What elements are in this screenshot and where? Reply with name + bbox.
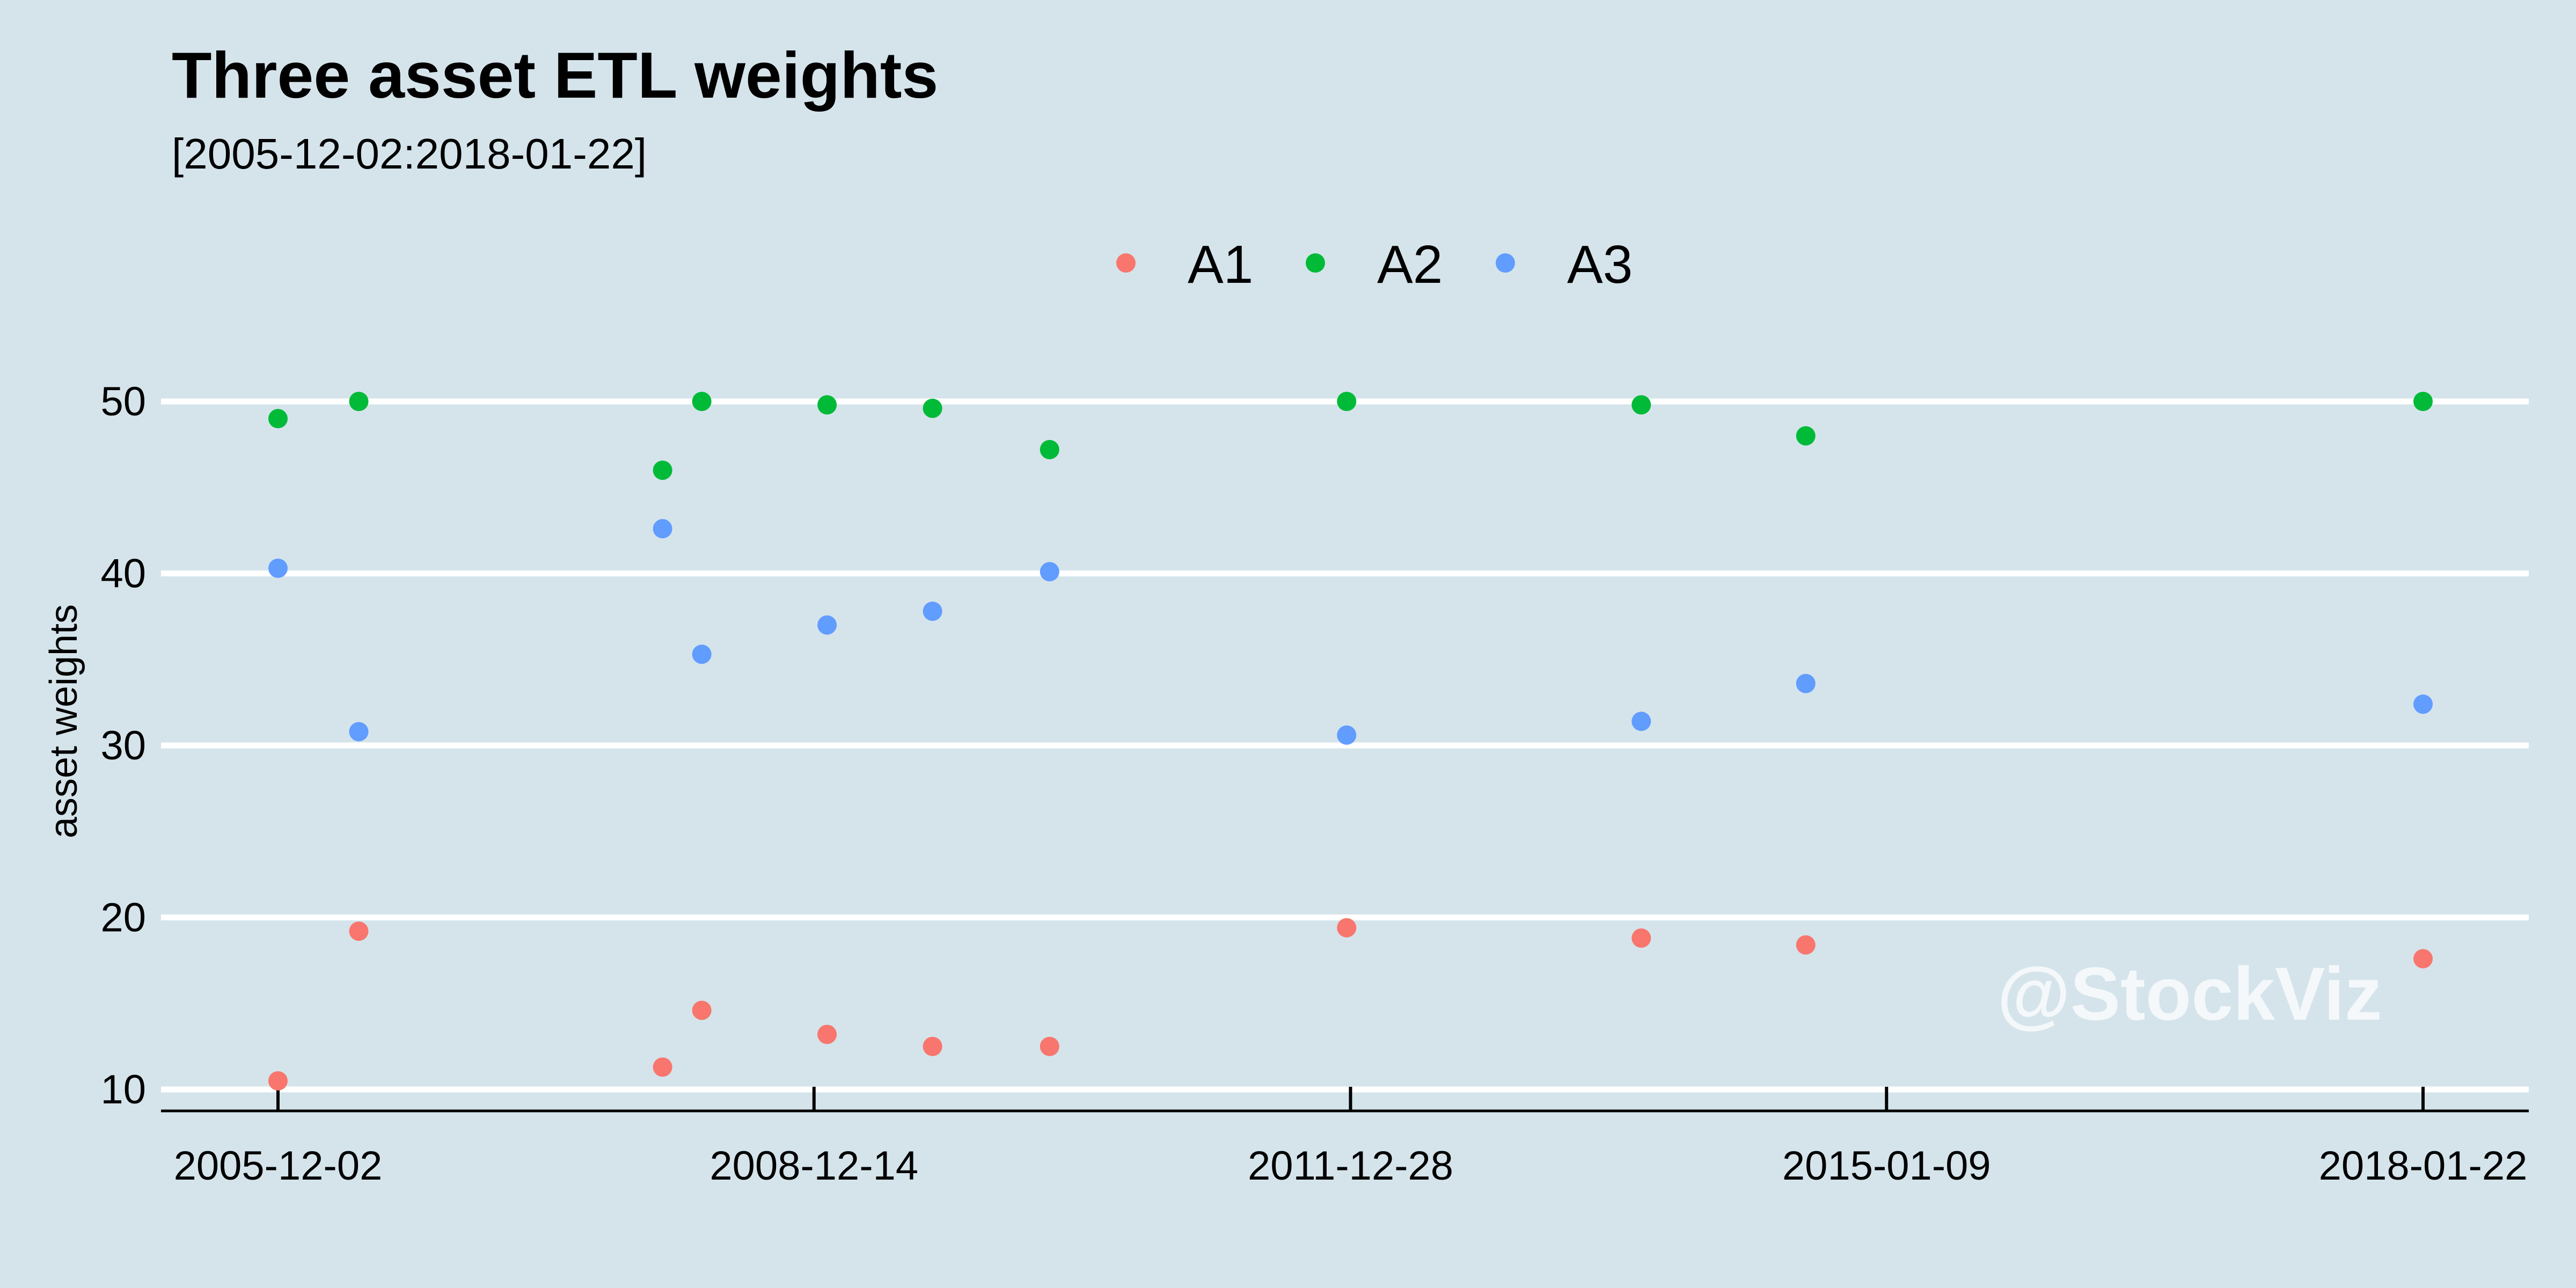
legend-item-a2: A2 [1306, 235, 1443, 295]
legend-item-a1: A1 [1116, 235, 1253, 295]
data-points [268, 392, 2433, 1091]
x-tick-label: 2008-12-14 [709, 1143, 918, 1189]
y-axis-title: asset weights [42, 604, 85, 838]
data-point-a3 [817, 615, 837, 635]
data-point-a1 [692, 1000, 712, 1020]
data-point-a3 [268, 558, 288, 578]
data-point-a2 [923, 398, 942, 418]
data-point-a3 [692, 645, 712, 664]
data-point-a2 [268, 409, 288, 429]
data-point-a1 [817, 1024, 837, 1044]
y-tick-label: 10 [100, 1067, 146, 1113]
y-tick-label: 40 [100, 551, 146, 597]
data-point-a2 [692, 392, 712, 411]
data-point-a3 [2413, 694, 2433, 714]
data-point-a3 [653, 519, 672, 539]
data-point-a2 [817, 395, 837, 415]
axes: 10 20 30 40 50 2005-12-02 2008-12-14 2011-12-28… [100, 379, 2529, 1189]
data-point-a1 [653, 1057, 672, 1077]
data-point-a1 [923, 1036, 942, 1056]
x-tick-label: 2005-12-02 [174, 1143, 383, 1189]
legend: A1 A2 A3 [1116, 235, 1633, 295]
data-point-a2 [1796, 426, 1816, 446]
data-point-a1 [349, 921, 369, 941]
data-point-a2 [1040, 440, 1059, 459]
legend-label: A3 [1567, 235, 1633, 295]
data-point-a2 [349, 392, 369, 411]
legend-marker [1116, 253, 1136, 273]
x-tick-label: 2015-01-09 [1782, 1143, 1991, 1189]
legend-label: A1 [1188, 235, 1253, 295]
legend-marker [1306, 253, 1325, 273]
data-point-a3 [349, 722, 369, 742]
watermark: @StockViz [1997, 952, 2382, 1036]
legend-label: A2 [1377, 235, 1443, 295]
y-tick-label: 20 [100, 895, 146, 941]
legend-item-a3: A3 [1496, 235, 1633, 295]
chart-subtitle: [2005-12-02:2018-01-22] [172, 130, 647, 178]
data-point-a3 [1796, 674, 1816, 693]
data-point-a2 [2413, 392, 2433, 411]
data-point-a2 [1337, 392, 1357, 411]
y-tick-label: 50 [100, 379, 146, 425]
data-point-a1 [1631, 928, 1651, 948]
data-point-a2 [653, 460, 672, 480]
data-point-a3 [1337, 725, 1357, 745]
x-tick-label: 2018-01-22 [2319, 1143, 2528, 1189]
data-point-a3 [1631, 712, 1651, 731]
data-point-a3 [923, 602, 942, 621]
y-tick-label: 30 [100, 723, 146, 769]
x-tick-label: 2011-12-28 [1248, 1143, 1453, 1189]
chart-title: Three asset ETL weights [172, 39, 938, 112]
legend-marker [1496, 253, 1515, 273]
data-point-a1 [268, 1071, 288, 1091]
data-point-a2 [1631, 395, 1651, 415]
data-point-a1 [2413, 949, 2433, 969]
data-point-a1 [1040, 1036, 1059, 1056]
data-point-a3 [1040, 562, 1059, 582]
data-point-a1 [1337, 918, 1357, 938]
data-point-a1 [1796, 935, 1816, 955]
